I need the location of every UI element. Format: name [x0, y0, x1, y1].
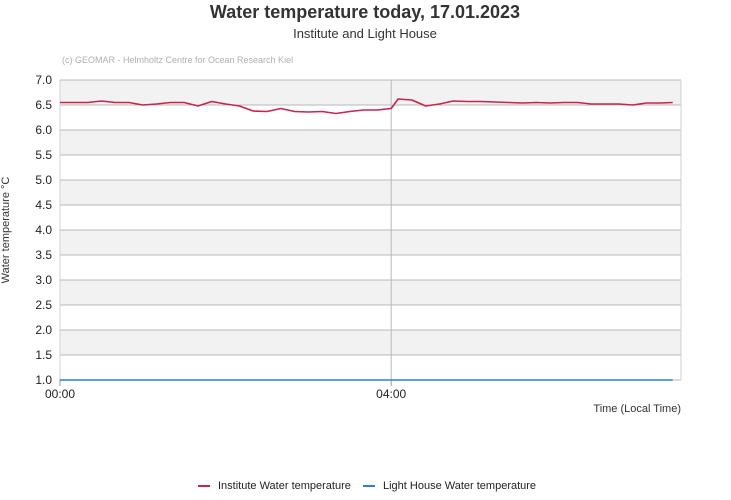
- legend: Institute Water temperature Light House …: [198, 480, 536, 492]
- plot-band: [60, 180, 681, 205]
- y-tick-label: 7.0: [35, 73, 52, 87]
- y-tick-label: 5.5: [35, 148, 52, 162]
- plot-band: [60, 330, 681, 355]
- y-axis-ticks: 1.0 1.5 2.0 2.5 3.0 3.5 4.0 4.5 5.0 5.5 6.0 6.5 7.0: [35, 73, 52, 387]
- plot-band: [60, 205, 681, 230]
- x-axis-ticks: 00:00 04:00: [45, 380, 407, 401]
- y-tick-label: 4.0: [35, 223, 52, 237]
- plot-band: [60, 255, 681, 280]
- legend-item-lighthouse[interactable]: Light House Water temperature: [363, 480, 536, 492]
- plot-band: [60, 280, 681, 305]
- legend-item-institute[interactable]: Institute Water temperature: [198, 480, 351, 492]
- y-tick-label: 3.5: [35, 248, 52, 262]
- y-tick-label: 5.0: [35, 173, 52, 187]
- plot-band: [60, 355, 681, 380]
- plot-band: [60, 230, 681, 255]
- y-tick-label: 1.5: [35, 348, 52, 362]
- y-tick-label: 6.0: [35, 123, 52, 137]
- plot-band: [60, 155, 681, 180]
- plot-band: [60, 130, 681, 155]
- y-axis-label: Water temperature °C: [0, 177, 12, 284]
- y-tick-label: 6.5: [35, 98, 52, 112]
- y-tick-label: 3.0: [35, 273, 52, 287]
- x-tick-label: 04:00: [376, 387, 406, 401]
- chart-title: Water temperature today, 17.01.2023: [210, 2, 520, 22]
- series-layer: [60, 98, 673, 381]
- y-tick-label: 1.0: [35, 373, 52, 387]
- grid-lines: [59, 79, 682, 381]
- x-axis-label: Time (Local Time): [593, 403, 681, 415]
- series-line-institute[interactable]: [60, 98, 673, 115]
- chart-subtitle: Institute and Light House: [293, 26, 437, 41]
- plot-band: [60, 80, 681, 105]
- y-tick-label: 4.5: [35, 198, 52, 212]
- legend-label-lighthouse: Light House Water temperature: [383, 480, 536, 492]
- plot-bands: [60, 80, 681, 380]
- y-tick-label: 2.5: [35, 298, 52, 312]
- x-tick-label: 00:00: [45, 387, 75, 401]
- y-tick-label: 2.0: [35, 323, 52, 337]
- legend-label-institute: Institute Water temperature: [218, 480, 351, 492]
- chart-credit: (c) GEOMAR - Helmholtz Centre for Ocean …: [62, 55, 293, 65]
- plot-band: [60, 105, 681, 130]
- plot-band: [60, 305, 681, 330]
